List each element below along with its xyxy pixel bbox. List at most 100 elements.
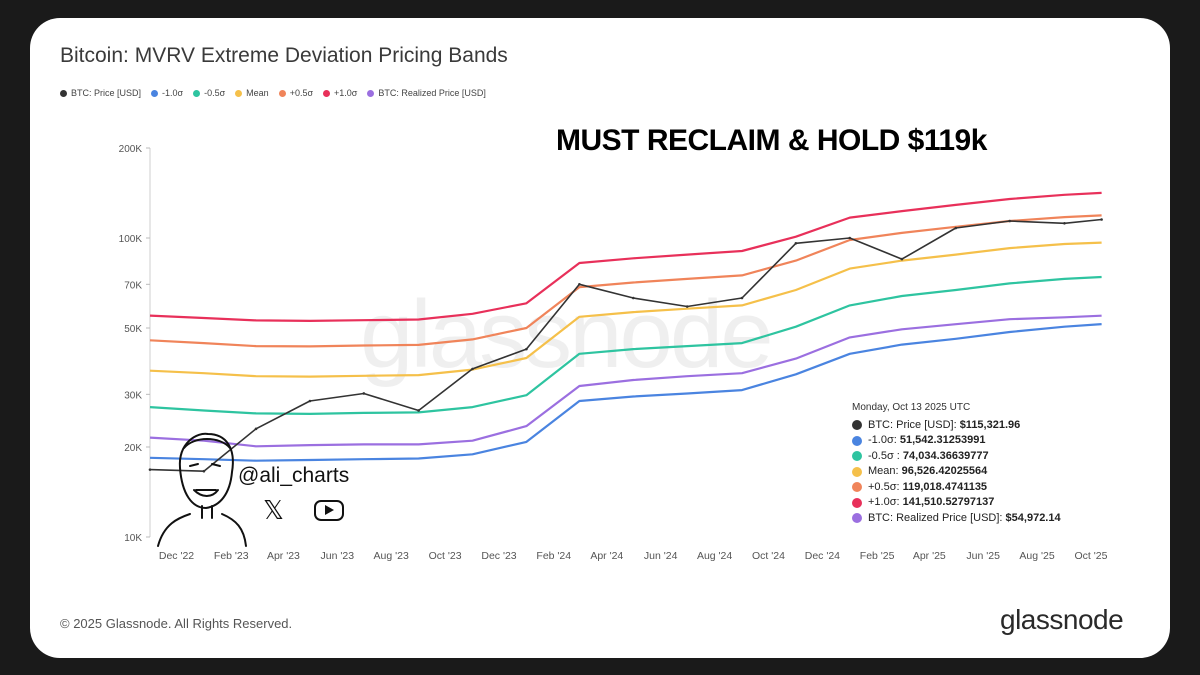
- legend-swatch: [60, 89, 67, 97]
- tooltip-label: +0.5σ: 119,018.4741135: [868, 480, 988, 493]
- tooltip-value: 141,510.52797137: [902, 496, 995, 508]
- chart-tooltip: Monday, Oct 13 2025 UTC BTC: Price [USD]…: [852, 400, 1061, 526]
- x-tick-label: Apr '23: [267, 550, 300, 562]
- tooltip-swatch: [852, 451, 862, 462]
- legend-label: Mean: [246, 88, 269, 98]
- tooltip-row: BTC: Price [USD]: $115,321.96: [852, 418, 1061, 434]
- y-tick-label: 30K: [124, 390, 142, 401]
- youtube-icon[interactable]: [314, 500, 344, 521]
- price-point: [578, 283, 581, 286]
- legend-label: +1.0σ: [334, 88, 358, 98]
- tooltip-value: 74,034.36639777: [902, 449, 989, 462]
- chart-legend: BTC: Price [USD] -1.0σ -0.5σ Mean +0.5σ +1.0σ…: [60, 88, 486, 98]
- x-tick-label: Feb '24: [536, 550, 571, 562]
- legend-item[interactable]: BTC: Realized Price [USD]: [367, 88, 486, 98]
- x-tick-label: Apr '25: [913, 550, 946, 562]
- x-icon[interactable]: 𝕏: [263, 496, 284, 526]
- y-tick-label: 70K: [124, 280, 142, 291]
- legend-swatch: [235, 89, 243, 97]
- price-point: [848, 236, 852, 240]
- legend-swatch: [151, 89, 159, 97]
- tooltip-row: +1.0σ: 141,510.52797137: [852, 495, 1061, 511]
- x-tick-label: Jun '24: [644, 550, 678, 562]
- price-point: [740, 296, 744, 300]
- x-tick-label: Jun '25: [966, 550, 1000, 562]
- price-point: [900, 257, 904, 261]
- x-tick-label: Feb '23: [214, 550, 249, 562]
- x-tick-label: Apr '24: [590, 550, 623, 562]
- x-tick-label: Dec '23: [481, 550, 516, 562]
- tooltip-label: -1.0σ: 51,542.31253991: [868, 434, 986, 446]
- tooltip-swatch: [852, 513, 862, 524]
- tooltip-value: $115,321.96: [959, 418, 1021, 431]
- series-line: [149, 314, 1102, 448]
- price-point: [148, 468, 152, 471]
- x-tick-label: Dec '22: [159, 550, 194, 562]
- y-tick-label: 10K: [124, 533, 142, 544]
- price-point: [1100, 218, 1103, 221]
- series-line: [149, 214, 1102, 348]
- author-handle: @ali_charts: [238, 464, 350, 487]
- tooltip-swatch: [852, 435, 862, 446]
- price-point: [1063, 221, 1066, 225]
- tooltip-label: BTC: Price [USD]: $115,321.96: [868, 418, 1021, 431]
- x-tick-label: Oct '24: [752, 550, 785, 562]
- y-tick-label: 20K: [124, 443, 142, 454]
- brand-logo: glassnode: [1000, 604, 1124, 635]
- y-tick-label: 50K: [124, 324, 142, 335]
- tooltip-row: +0.5σ: 119,018.4741135: [852, 480, 1061, 496]
- legend-item[interactable]: -1.0σ: [151, 88, 183, 98]
- price-point: [525, 347, 528, 351]
- tooltip-row: -0.5σ : 74,034.36639777: [852, 449, 1061, 465]
- legend-swatch: [323, 89, 331, 97]
- x-tick-label: Feb '25: [860, 550, 895, 562]
- tooltip-row: -1.0σ: 51,542.31253991: [852, 433, 1061, 449]
- price-point: [471, 367, 474, 371]
- tooltip-label: -0.5σ : 74,034.36639777: [868, 449, 989, 462]
- price-point: [632, 296, 635, 300]
- legend-label: -1.0σ: [162, 88, 184, 98]
- tooltip-value: 51,542.31253991: [899, 434, 986, 446]
- chart-card: Bitcoin: MVRV Extreme Deviation Pricing …: [30, 18, 1170, 658]
- legend-swatch: [367, 89, 375, 97]
- price-point: [362, 392, 366, 395]
- tooltip-label: Mean: 96,526.42025564: [868, 465, 988, 477]
- tooltip-value: $54,972.14: [1005, 511, 1061, 524]
- series-line: [149, 275, 1102, 415]
- tooltip-swatch: [852, 466, 862, 477]
- price-point: [308, 399, 312, 403]
- x-tick-label: Oct '23: [429, 550, 462, 562]
- legend-label: -0.5σ: [204, 88, 226, 98]
- tooltip-value: 96,526.42025564: [901, 465, 988, 477]
- x-tick-label: Jun '23: [321, 550, 355, 562]
- legend-swatch: [278, 89, 286, 97]
- legend-item[interactable]: +1.0σ: [323, 88, 357, 98]
- tooltip-date: Monday, Oct 13 2025 UTC: [852, 402, 971, 413]
- price-point: [685, 305, 689, 308]
- author-avatar: [157, 432, 247, 547]
- price-point: [202, 469, 206, 473]
- x-tick-label: Oct '25: [1075, 550, 1108, 562]
- series-line: [149, 241, 1102, 378]
- y-tick-label: 200K: [119, 144, 143, 155]
- tooltip-label: +1.0σ: 141,510.52797137: [868, 496, 995, 508]
- legend-item[interactable]: -0.5σ: [193, 88, 225, 98]
- price-point: [954, 226, 958, 230]
- x-tick-label: Dec '24: [805, 550, 840, 562]
- legend-label: BTC: Price [USD]: [71, 88, 142, 98]
- tooltip-row: BTC: Realized Price [USD]: $54,972.14: [852, 511, 1061, 527]
- chart-annotation: MUST RECLAIM & HOLD $119k: [556, 124, 987, 157]
- x-tick-label: Aug '23: [374, 550, 409, 562]
- chart-title: Bitcoin: MVRV Extreme Deviation Pricing …: [60, 44, 508, 67]
- price-point: [1008, 219, 1011, 223]
- series-line: [149, 191, 1102, 322]
- tooltip-row: Mean: 96,526.42025564: [852, 464, 1061, 480]
- legend-item[interactable]: +0.5σ: [278, 88, 313, 98]
- y-tick-label: 100K: [119, 234, 143, 245]
- tooltip-swatch: [852, 420, 862, 431]
- chart-plot: 10K 20K 30K 50K 70K 100K 200K Dec '22 Feb '23 Apr…: [119, 144, 1108, 562]
- price-point: [254, 427, 258, 431]
- legend-swatch: [193, 89, 201, 97]
- legend-item[interactable]: Mean: [235, 88, 269, 98]
- legend-item[interactable]: BTC: Price [USD]: [60, 88, 141, 98]
